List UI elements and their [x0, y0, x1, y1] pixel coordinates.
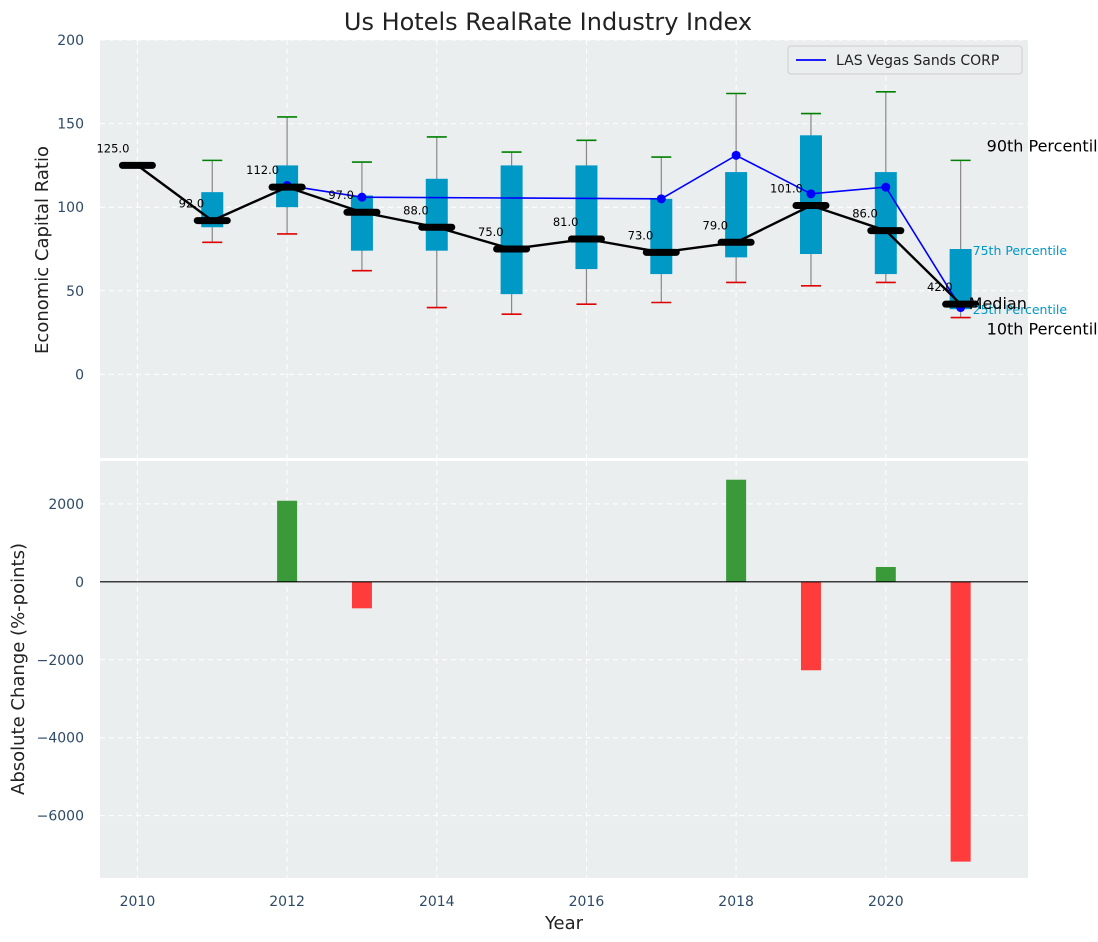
median-line [136, 164, 962, 306]
bottom-y-tick-label: 0 [75, 575, 84, 591]
median-value-label: 86.0 [852, 207, 878, 221]
median-value-label: 88.0 [403, 203, 429, 217]
x-tick-label: 2010 [120, 894, 156, 910]
percentile-box [425, 178, 448, 251]
percentile-box [650, 198, 673, 275]
q-high-annotation: 75th Percentile [973, 243, 1068, 258]
bottom-y-tick-label: −2000 [37, 653, 84, 669]
x-tick-label: 2014 [419, 894, 455, 910]
x-axis-title: Year [544, 913, 584, 934]
legend-box [787, 45, 1023, 75]
bottom-panel-background [100, 461, 1028, 878]
bottom-y-tick-label: −6000 [37, 809, 84, 825]
median-value-label: 73.0 [628, 228, 654, 242]
top-panel-background [100, 40, 1028, 458]
positive-change-bar [875, 567, 896, 582]
percentile-box [725, 172, 748, 258]
x-tick-label: 2012 [269, 894, 305, 910]
percentile-box [575, 165, 598, 270]
median-value-label: 92.0 [179, 197, 205, 211]
top-y-tick-label: 200 [57, 33, 84, 49]
median-value-label: 81.0 [553, 215, 579, 229]
median-value-label: 75.0 [478, 225, 504, 239]
percentile-box [350, 195, 373, 251]
series-point [731, 150, 741, 160]
median-value-label: 79.0 [703, 218, 729, 232]
negative-change-bar [950, 581, 971, 862]
p10-annotation: 10th Percentile [987, 320, 1098, 339]
bottom-panel: 2000 0 −2000 −4000 −6000 2010 2012 2014 2016 2018… [37, 461, 1028, 910]
top-y-tick-label: 0 [75, 367, 84, 383]
q-low-annotation: 25th Percentile [973, 302, 1068, 317]
top-y-tick-label: 100 [57, 200, 84, 216]
median-value-label: 112.0 [246, 163, 279, 177]
series-point [357, 192, 367, 202]
top-y-tick-label: 150 [57, 117, 84, 133]
median-value-label: 101.0 [770, 182, 803, 196]
series-point [881, 182, 891, 192]
top-panel: 0 50 100 150 200 125.0 92.0 112.0 97.0 88.0 75.0 81… [57, 33, 1098, 458]
x-tick-label: 2018 [718, 894, 754, 910]
percentile-box [500, 165, 523, 295]
percentile-box [949, 249, 972, 310]
top-y-axis-title: Economic Capital Ratio [32, 146, 53, 354]
series-point [656, 194, 666, 204]
bottom-y-axis-title: Absolute Change (%-points) [8, 543, 29, 795]
x-tick-label: 2016 [569, 894, 605, 910]
bottom-y-tick-label: 2000 [48, 497, 84, 513]
percentile-box [874, 172, 897, 275]
median-value-label: 97.0 [328, 188, 354, 202]
legend: LAS Vegas Sands CORP [787, 45, 1023, 75]
bottom-y-tick-label: −4000 [37, 731, 84, 747]
chart-title: Us Hotels RealRate Industry Index [344, 8, 752, 36]
negative-change-bar [351, 581, 372, 609]
positive-change-bar [726, 479, 747, 582]
positive-change-bar [277, 500, 298, 582]
p90-annotation: 90th Percentile [987, 136, 1098, 155]
x-tick-label: 2020 [868, 894, 904, 910]
negative-change-bar [800, 581, 821, 671]
median-value-label: 42.0 [927, 280, 953, 294]
median-value-label: 125.0 [96, 141, 129, 155]
median-annotation: Median [969, 294, 1027, 313]
legend-label: LAS Vegas Sands CORP [836, 53, 999, 69]
top-y-tick-label: 50 [66, 284, 84, 300]
series-point [806, 189, 816, 199]
